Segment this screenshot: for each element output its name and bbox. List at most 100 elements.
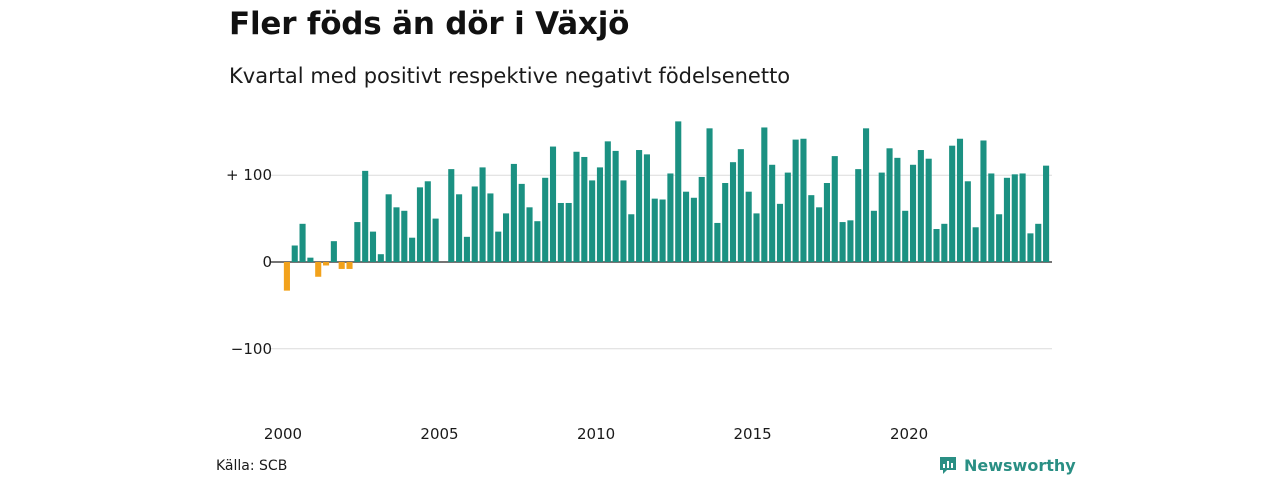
chart-title: Fler föds än dör i Växjö — [229, 6, 630, 42]
bar — [722, 183, 729, 262]
bar — [401, 210, 408, 262]
bar — [315, 262, 322, 277]
x-tick-label: 2020 — [890, 425, 928, 443]
bar — [369, 231, 377, 262]
bar — [839, 222, 846, 262]
bar — [878, 172, 885, 262]
bar — [1011, 174, 1018, 262]
bar — [518, 183, 525, 262]
bar — [612, 150, 619, 262]
bar — [495, 231, 502, 262]
bar — [479, 167, 486, 262]
bar — [432, 218, 439, 262]
bar — [1043, 165, 1050, 262]
y-tick-label: −100 — [231, 340, 272, 358]
bar — [886, 148, 893, 262]
bar — [1019, 173, 1026, 262]
bar — [283, 262, 290, 291]
bar — [675, 121, 682, 262]
bar — [565, 202, 572, 262]
bar — [902, 210, 909, 262]
bar — [1027, 233, 1034, 262]
bar — [557, 202, 564, 262]
bar — [855, 169, 862, 262]
bar — [596, 167, 604, 262]
bar — [776, 203, 784, 262]
bar — [706, 128, 713, 262]
bar — [816, 207, 823, 262]
bars — [283, 121, 1050, 291]
bar — [299, 223, 306, 262]
bar — [409, 237, 416, 262]
bar — [471, 186, 478, 262]
bar — [745, 191, 752, 262]
bar — [534, 221, 541, 262]
bar — [784, 172, 791, 262]
x-tick-label: 2000 — [264, 425, 302, 443]
bar — [698, 176, 705, 262]
bar — [690, 197, 697, 262]
bar — [972, 227, 979, 262]
bar — [636, 150, 643, 262]
bar — [338, 262, 345, 269]
bar — [917, 150, 924, 262]
bar — [330, 241, 337, 262]
bar — [847, 220, 854, 262]
bar — [769, 164, 776, 262]
bar — [456, 194, 463, 262]
bar — [416, 187, 424, 262]
bar — [424, 181, 431, 262]
x-tick-label: 2015 — [734, 425, 772, 443]
bar — [651, 198, 658, 262]
bar — [823, 183, 830, 262]
bar — [941, 223, 948, 262]
bar — [808, 195, 815, 262]
bar — [463, 236, 470, 262]
bar — [909, 164, 917, 262]
x-tick-label: 2005 — [420, 425, 458, 443]
bar — [996, 214, 1003, 262]
bar — [573, 151, 580, 262]
bar — [800, 138, 807, 262]
bar — [831, 156, 838, 262]
bar — [761, 127, 768, 263]
bar — [1003, 177, 1010, 262]
bar — [792, 139, 799, 262]
bar — [667, 173, 674, 262]
bar — [643, 154, 650, 262]
bar — [487, 193, 494, 262]
bar — [863, 128, 870, 262]
bar — [870, 210, 877, 262]
bar — [949, 145, 956, 262]
chart-subtitle: Kvartal med positivt respektive negativt… — [229, 64, 791, 88]
bar — [385, 194, 392, 262]
bar — [503, 213, 510, 262]
bar — [659, 199, 666, 262]
bar — [377, 254, 384, 262]
bar — [604, 141, 611, 262]
bar — [925, 158, 932, 262]
bar — [1035, 223, 1042, 262]
bar — [894, 157, 901, 262]
brand-name: Newsworthy — [964, 455, 1076, 475]
brand-logo[interactable]: Newsworthy — [938, 455, 1076, 475]
bar — [956, 138, 964, 262]
bar — [988, 173, 995, 262]
source-note: Källa: SCB — [216, 458, 288, 474]
bar — [448, 169, 455, 262]
bar — [620, 180, 627, 262]
y-axis-ticks: + 100 0 −100 — [226, 166, 272, 358]
bar — [526, 207, 533, 262]
bar — [393, 207, 400, 262]
bar — [291, 245, 298, 262]
newsworthy-logo-icon — [940, 457, 956, 474]
bar — [589, 180, 596, 262]
bar — [510, 163, 517, 262]
y-tick-label: + 100 — [226, 166, 272, 184]
x-axis-ticks: 2000 2005 2010 2015 2020 — [264, 425, 928, 443]
bar — [354, 222, 361, 262]
bar — [628, 214, 635, 262]
bar — [753, 213, 760, 262]
bar — [933, 229, 940, 262]
